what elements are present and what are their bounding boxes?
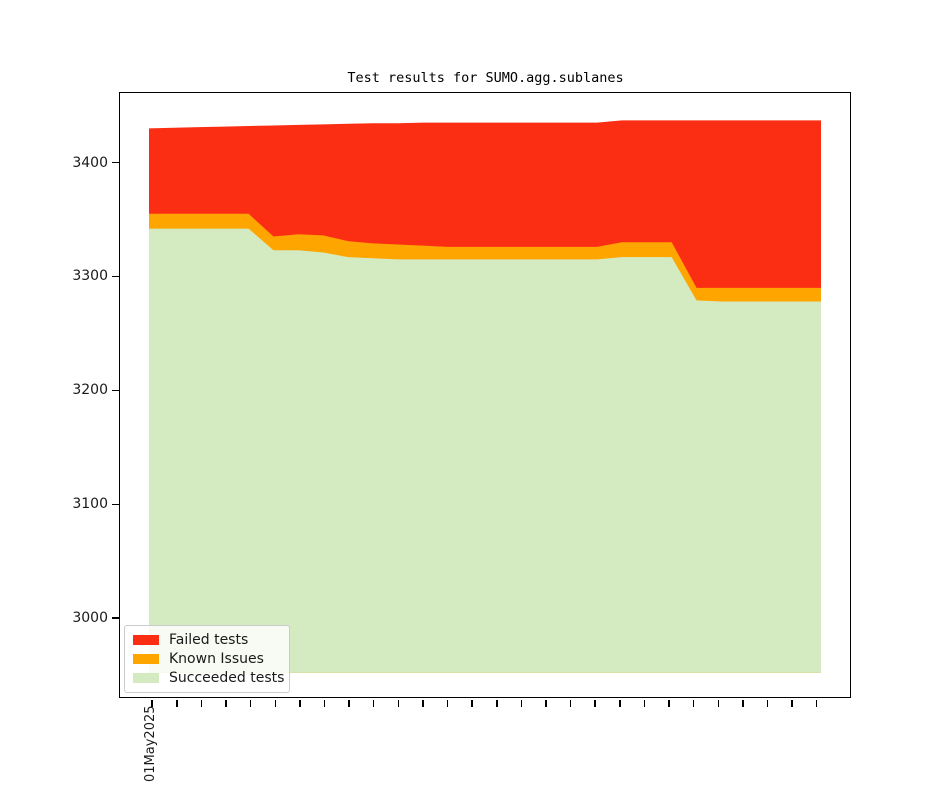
- x-tick-mark: [791, 699, 793, 707]
- x-tick-mark: [348, 699, 350, 707]
- x-tick-mark: [299, 699, 301, 707]
- stacked-area-chart: [149, 120, 821, 673]
- y-tick-label: 3100: [72, 496, 108, 513]
- legend-item-known-issues: Known Issues: [125, 650, 289, 668]
- known-issues-swatch: [133, 653, 159, 664]
- x-tick-mark: [815, 699, 818, 707]
- y-tick-label: 3400: [72, 154, 108, 171]
- x-tick-mark: [225, 699, 227, 707]
- y-tick-mark: [112, 617, 119, 619]
- x-tick-mark: [569, 699, 572, 707]
- failed-swatch: [133, 634, 159, 645]
- x-tick-mark: [668, 699, 670, 707]
- x-tick-mark: [594, 699, 596, 707]
- x-tick-mark: [496, 699, 498, 707]
- x-tick-mark: [446, 699, 449, 707]
- x-tick-mark: [200, 699, 203, 707]
- x-tick-mark: [643, 699, 646, 707]
- x-tick-mark: [397, 699, 400, 707]
- x-tick-mark: [471, 699, 473, 707]
- y-tick-label: 3000: [72, 610, 108, 627]
- y-tick-mark: [112, 275, 119, 278]
- x-tick-mark: [619, 699, 621, 707]
- x-tick-mark: [151, 699, 153, 707]
- x-tick-mark: [422, 699, 424, 707]
- chart-title: Test results for SUMO.agg.sublanes: [347, 70, 624, 86]
- y-tick-label: 3300: [72, 268, 108, 285]
- y-tick-label: 3200: [72, 382, 108, 399]
- x-tick-mark: [372, 699, 375, 707]
- x-tick-mark: [545, 699, 547, 707]
- legend-item-succeeded: Succeeded tests: [125, 669, 289, 687]
- x-tick-mark: [323, 699, 326, 707]
- succeeded-swatch: [133, 673, 159, 684]
- legend-item-failed: Failed tests: [125, 631, 289, 649]
- y-tick-mark: [112, 389, 119, 392]
- legend-label-succeeded: Succeeded tests: [169, 670, 285, 687]
- x-tick-mark: [274, 699, 276, 707]
- y-tick-mark: [112, 161, 119, 164]
- legend-label-failed: Failed tests: [169, 631, 249, 648]
- y-tick-mark: [112, 503, 119, 506]
- succeeded-tests-area: [149, 228, 821, 673]
- x-tick-mark: [717, 699, 719, 707]
- x-tick-mark: [176, 699, 178, 707]
- legend-label-known-issues: Known Issues: [169, 650, 264, 667]
- x-tick-label-text: 01May2025: [143, 705, 158, 782]
- x-tick-mark: [742, 699, 744, 707]
- x-tick-mark: [692, 699, 695, 707]
- x-tick-mark: [249, 699, 252, 707]
- x-tick-mark: [766, 699, 769, 707]
- legend: Failed tests Known Issues Succeeded test…: [124, 625, 290, 693]
- x-tick-mark: [520, 699, 523, 707]
